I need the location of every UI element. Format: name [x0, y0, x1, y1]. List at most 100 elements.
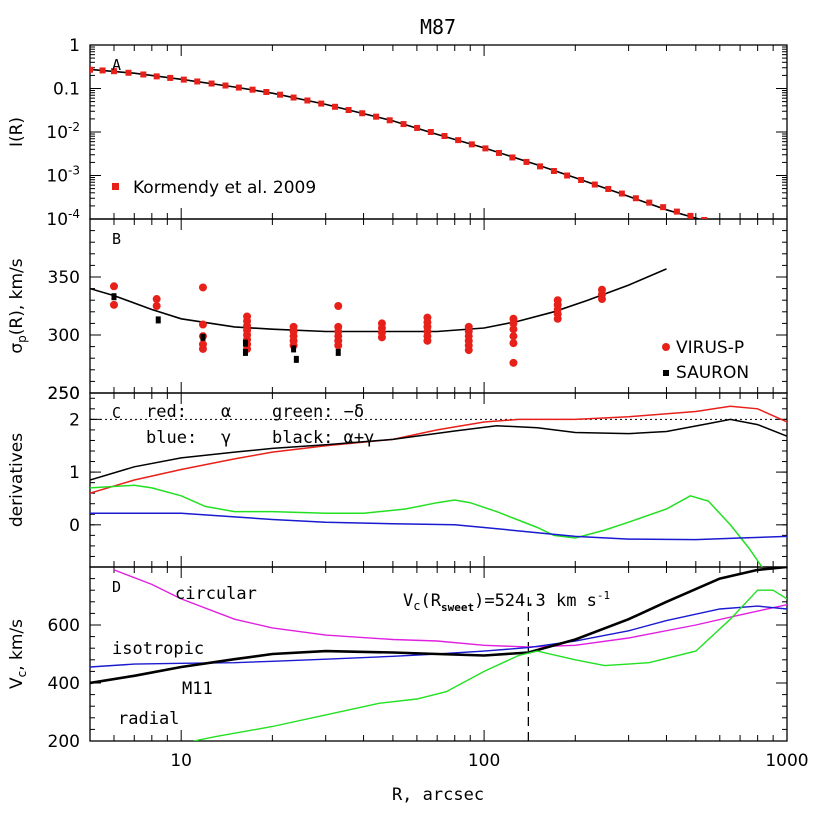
data-point-virus-p [377, 333, 386, 342]
data-point-kormendy [550, 167, 557, 174]
data-point-kormendy [400, 121, 407, 128]
data-point-kormendy [222, 82, 229, 89]
legend-label-sauron: SAURON [676, 363, 749, 383]
data-point-virus-p [509, 358, 518, 367]
data-point-kormendy [208, 80, 215, 87]
y-tick-label: 10-3 [46, 164, 80, 187]
series-line-M11 [90, 567, 787, 685]
data-point-sauron [155, 316, 161, 324]
y-tick-label: 250 [48, 384, 80, 404]
y-tick-label: 10-2 [46, 120, 80, 143]
y-tick-label: 600 [48, 616, 80, 636]
data-point-kormendy [318, 100, 325, 107]
derivative-legend-text: red: [146, 402, 187, 422]
data-point-kormendy [277, 91, 284, 98]
data-point-kormendy [235, 84, 242, 91]
data-point-kormendy [605, 185, 612, 192]
data-point-kormendy [373, 113, 380, 120]
axes-layer [89, 44, 788, 742]
derivative-legend-text: α [221, 402, 231, 422]
data-point-kormendy [618, 190, 625, 197]
marks-layer [90, 66, 787, 741]
y-tick-label: 10-4 [46, 207, 80, 230]
data-point-kormendy [482, 145, 489, 152]
data-point-virus-p [509, 319, 518, 328]
data-point-virus-p [198, 344, 207, 353]
y-tick-label: 1 [69, 463, 80, 483]
y-tick-label: 400 [48, 674, 80, 694]
data-point-kormendy [167, 74, 174, 81]
x-tick-label: 10 [170, 751, 192, 771]
x-tick-label: 100 [468, 751, 500, 771]
y-tick-label: 200 [48, 732, 80, 752]
derivative-legend-text: γ [221, 428, 231, 448]
data-point-kormendy [537, 163, 544, 170]
y-tick-label: 250 [48, 384, 80, 404]
data-point-virus-p [553, 314, 562, 323]
data-point-virus-p [509, 325, 518, 334]
series-label-m11: M11 [182, 679, 213, 699]
data-point-kormendy [263, 89, 270, 96]
data-point-kormendy [687, 212, 694, 219]
panel-label-D: D [112, 578, 121, 596]
y-axis-label-C: derivatives [7, 433, 27, 527]
data-point-kormendy [660, 204, 667, 211]
y-tick-label: 300 [48, 326, 80, 346]
panel-label-B: B [112, 230, 121, 248]
series-label-circular: circular [175, 584, 257, 604]
sweet-spot-annotation: Vc(Rsweet)=524.3 km s-1 [403, 589, 610, 614]
series-label-isotropic: isotropic [112, 639, 204, 659]
derivative-legend-text: blue: [146, 428, 197, 448]
data-point-kormendy [646, 199, 653, 206]
x-axis-label: R, arcsec [392, 785, 484, 805]
series-line-model [90, 68, 702, 219]
data-point-sauron [242, 339, 248, 347]
series-line-α [90, 405, 787, 494]
y-tick-label: 0 [69, 516, 80, 536]
data-point-virus-p [198, 283, 207, 292]
data-point-virus-p [334, 302, 343, 310]
data-point-virus-p [152, 302, 161, 310]
data-point-virus-p [597, 295, 606, 304]
x-tick-label: 1000 [765, 751, 808, 771]
y-tick-label: 1 [69, 36, 80, 56]
y-axis-label-D: Vc, km/s [7, 619, 29, 689]
panel-frame-C [89, 392, 788, 568]
legend-label-virus-p: VIRUS-P [676, 338, 744, 358]
y-axis-label-B: σp(R), km/s [7, 258, 29, 353]
data-point-kormendy [496, 149, 503, 156]
data-point-kormendy [140, 71, 147, 78]
data-point-sauron [293, 355, 299, 363]
legend-label-kormendy: Kormendy et al. 2009 [133, 178, 316, 198]
panel-label-C: C [112, 404, 121, 422]
data-point-virus-p [509, 332, 518, 341]
data-point-sauron [291, 345, 297, 353]
y-tick-label: 2 [69, 410, 80, 430]
data-point-kormendy [578, 176, 585, 183]
legend-marker-kormendy [112, 183, 119, 190]
data-point-virus-p [464, 346, 473, 355]
data-point-kormendy [194, 78, 201, 85]
data-point-sauron [335, 348, 341, 356]
data-point-kormendy [386, 117, 393, 124]
data-point-sauron [200, 333, 206, 341]
data-point-kormendy [90, 66, 93, 73]
y-tick-label: 0.1 [53, 80, 80, 100]
data-point-virus-p [198, 320, 207, 329]
data-point-kormendy [564, 172, 571, 179]
data-point-kormendy [591, 181, 598, 188]
data-point-sauron [111, 293, 117, 301]
series-line-model [90, 268, 667, 333]
data-point-virus-p [109, 282, 118, 291]
series-line-γ [90, 512, 787, 541]
data-point-kormendy [359, 110, 366, 117]
data-point-virus-p [152, 295, 161, 304]
data-point-kormendy [99, 67, 106, 74]
legend-marker-virus-p [662, 343, 670, 351]
data-point-kormendy [332, 103, 339, 110]
data-point-kormendy [523, 158, 530, 165]
data-point-kormendy [701, 216, 708, 219]
data-point-sauron [242, 348, 248, 356]
data-point-kormendy [304, 97, 311, 104]
